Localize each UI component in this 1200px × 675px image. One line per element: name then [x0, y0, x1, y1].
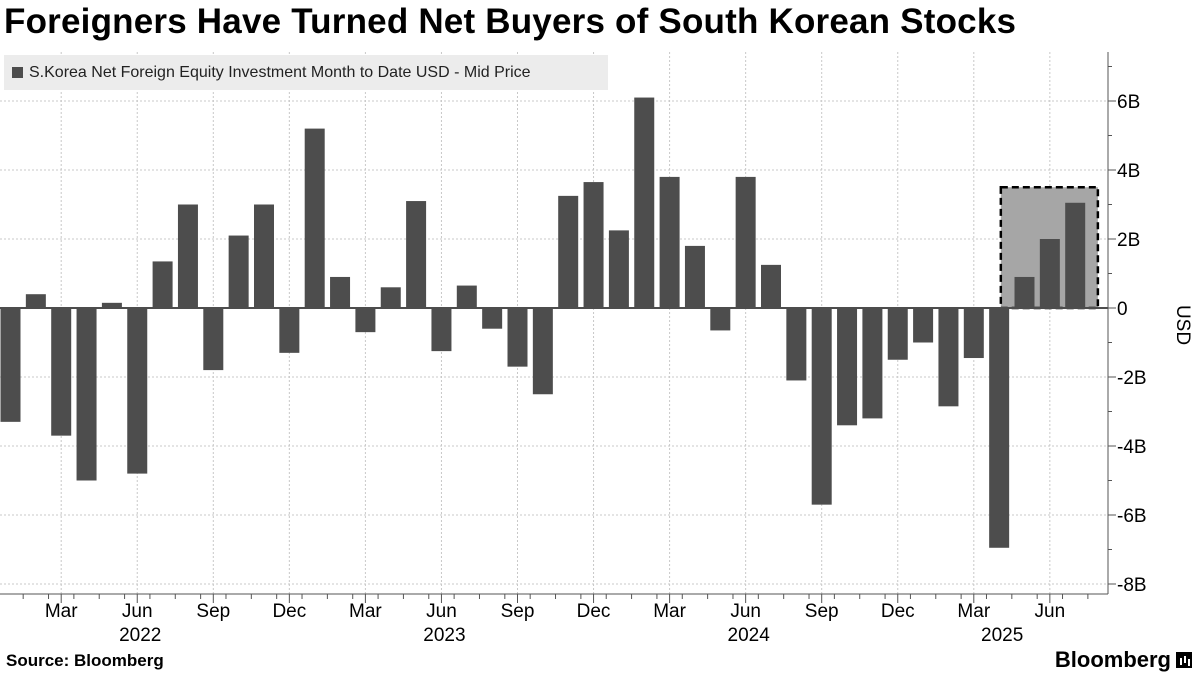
brand-logo: Bloomberg	[1055, 647, 1192, 673]
x-tick-label: Mar	[957, 601, 990, 622]
bar-17	[406, 201, 427, 308]
x-year-label: 2025	[981, 625, 1023, 646]
bar-7	[152, 261, 173, 308]
source-note: Source: Bloomberg	[6, 651, 164, 670]
bar-26	[634, 97, 655, 308]
x-tick-label: Jun	[1035, 601, 1066, 622]
y-tick-label: -2B	[1117, 368, 1147, 389]
x-tick-label: Jun	[122, 601, 153, 622]
y-tick-label: -8B	[1117, 575, 1147, 596]
bar-21	[507, 308, 528, 367]
bar-22	[532, 308, 553, 395]
x-tick-label: Dec	[272, 601, 306, 622]
y-tick-label: 4B	[1117, 161, 1140, 182]
bar-2	[25, 294, 46, 308]
bar-12	[279, 308, 300, 353]
bar-29	[710, 308, 731, 331]
y-tick-label: 6B	[1117, 92, 1140, 113]
bar-31	[761, 264, 781, 308]
y-tick-label: -6B	[1117, 506, 1147, 527]
bar-5	[101, 302, 122, 308]
x-tick-label: Mar	[349, 601, 382, 622]
bar-37	[913, 308, 934, 343]
bar-42	[1039, 239, 1060, 308]
y-tick-label: -4B	[1117, 437, 1147, 458]
bloomberg-chart-icon	[1176, 652, 1192, 668]
bar-14	[330, 276, 351, 308]
bar-39	[963, 308, 984, 359]
x-tick-label: Sep	[805, 601, 839, 622]
bar-33	[811, 308, 832, 505]
x-tick-label: Mar	[653, 601, 686, 622]
bar-4	[76, 308, 97, 481]
x-tick-label: Sep	[501, 601, 535, 622]
bar-43	[1065, 202, 1086, 308]
bar-40	[989, 308, 1010, 548]
x-tick-label: Jun	[426, 601, 457, 622]
bar-19	[456, 285, 477, 308]
bar-32	[786, 308, 807, 381]
y-axis-title: USD	[1172, 305, 1193, 345]
bar-24	[583, 182, 604, 308]
bar-9	[203, 308, 224, 371]
bar-38	[938, 308, 959, 407]
legend-swatch	[12, 67, 23, 78]
bar-36	[887, 308, 908, 360]
bar-15	[355, 308, 376, 333]
y-tick-label: 0	[1117, 299, 1128, 320]
chart-title: Foreigners Have Turned Net Buyers of Sou…	[4, 2, 1017, 41]
bar-6	[127, 308, 148, 474]
x-tick-label: Jun	[730, 601, 761, 622]
bar-13	[304, 128, 325, 308]
legend: S.Korea Net Foreign Equity Investment Mo…	[4, 55, 608, 90]
bar-35	[862, 308, 883, 419]
x-year-label: 2022	[119, 625, 161, 646]
bar-10	[228, 235, 249, 308]
y-tick-label: 2B	[1117, 230, 1140, 251]
x-year-label: 2023	[423, 625, 465, 646]
x-tick-label: Dec	[577, 601, 611, 622]
bar-27	[659, 176, 680, 308]
bar-1	[0, 308, 21, 422]
legend-label: S.Korea Net Foreign Equity Investment Mo…	[29, 64, 531, 81]
bar-20	[482, 308, 503, 329]
x-year-label: 2024	[728, 625, 771, 646]
bar-8	[177, 204, 198, 308]
bar-41	[1014, 276, 1035, 308]
bar-11	[254, 204, 274, 308]
bar-16	[380, 287, 401, 308]
x-tick-label: Dec	[881, 601, 915, 622]
bar-25	[608, 230, 629, 308]
bar-3	[51, 308, 72, 436]
bar-34	[837, 308, 858, 426]
brand-name: Bloomberg	[1054, 647, 1171, 672]
bar-28	[684, 245, 705, 308]
x-tick-label: Sep	[196, 601, 230, 622]
bar-23	[558, 195, 579, 308]
bar-30	[735, 176, 756, 308]
bar-18	[431, 308, 452, 352]
x-tick-label: Mar	[45, 601, 78, 622]
